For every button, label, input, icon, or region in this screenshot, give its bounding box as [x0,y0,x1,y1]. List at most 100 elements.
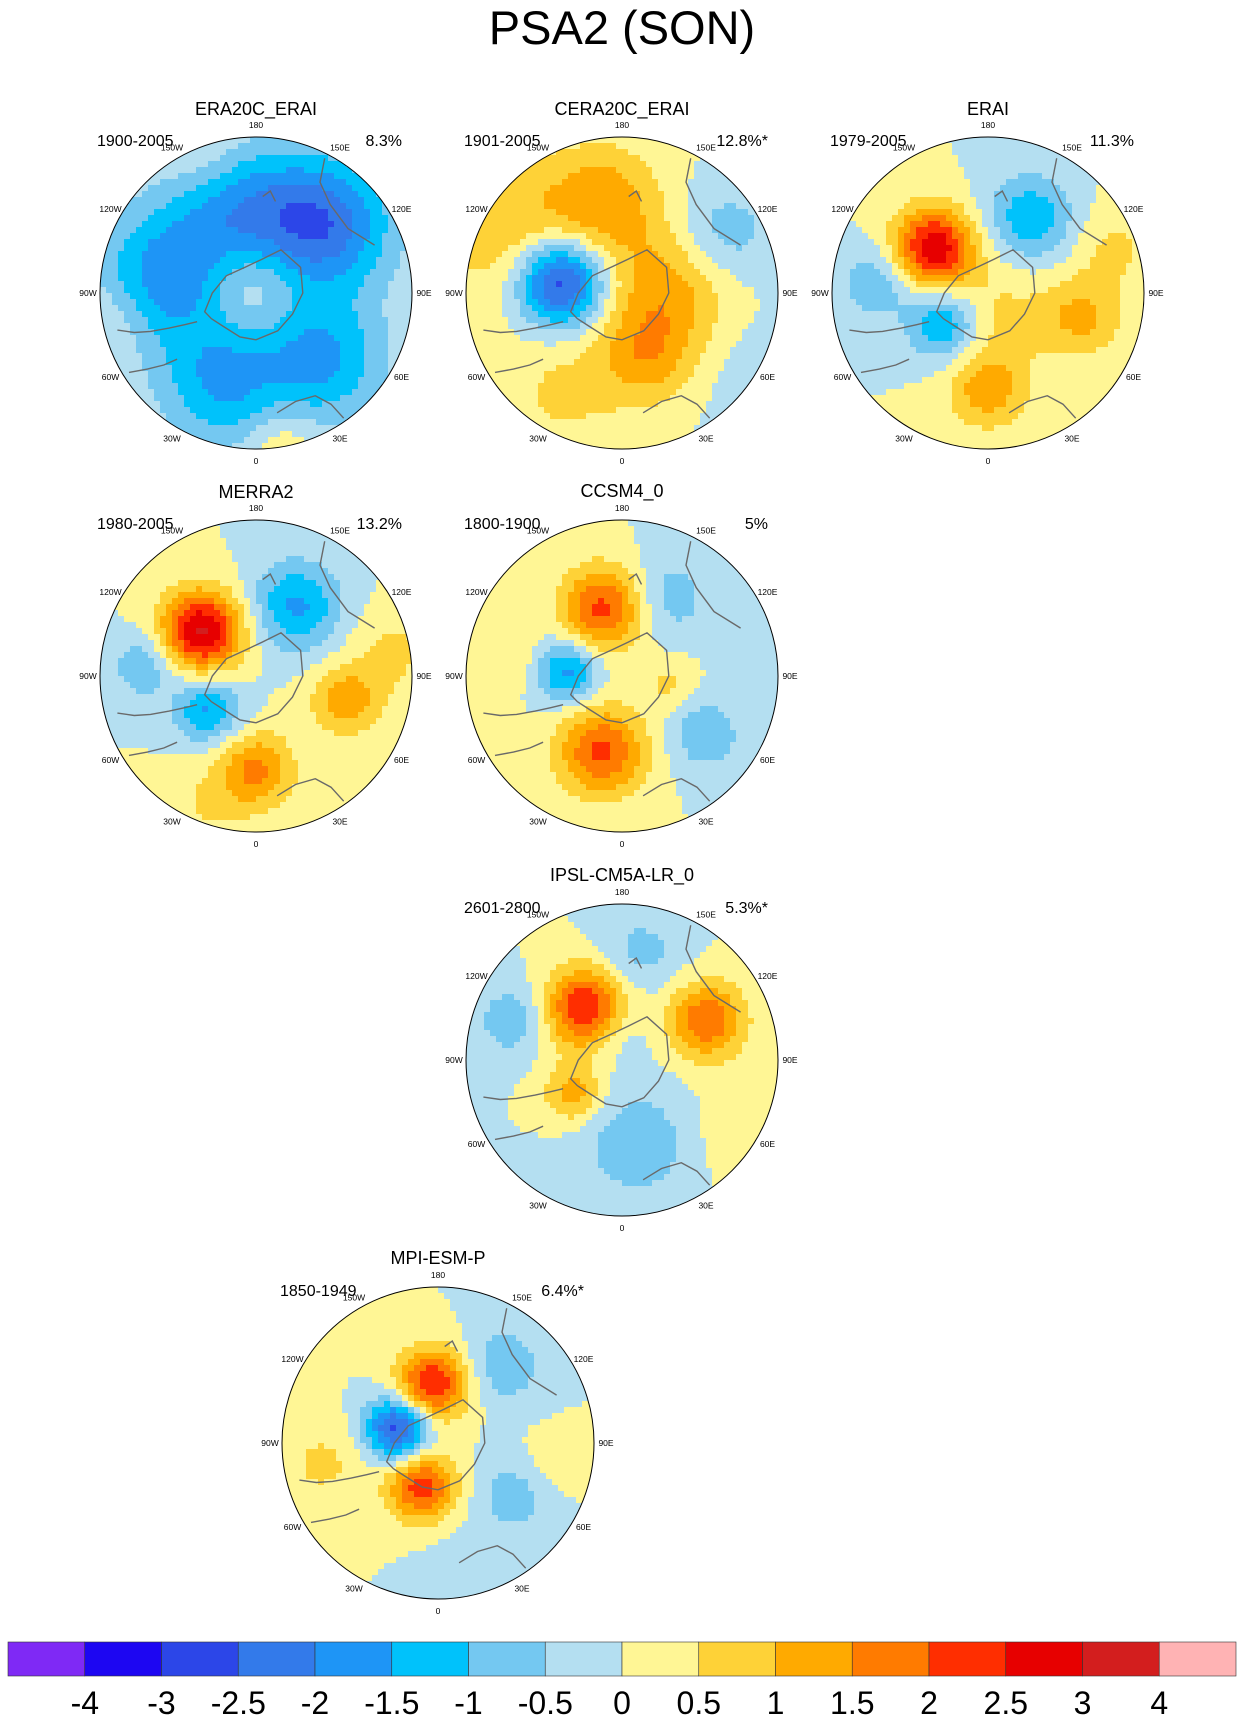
field-cell [202,287,209,294]
field-cell [706,371,713,378]
field-cell [616,233,623,240]
field-cell [868,203,875,210]
field-cell [160,203,167,210]
field-cell [388,347,395,354]
field-cell [262,281,269,288]
field-cell [1030,143,1037,150]
field-cell [1072,167,1079,174]
field-cell [640,287,647,294]
field-cell [604,329,611,336]
field-cell [310,197,317,204]
field-cell [616,239,623,246]
field-cell [370,311,377,318]
field-cell [280,287,287,294]
field-cell [550,389,557,396]
field-cell [712,221,719,228]
field-cell [298,203,305,210]
field-cell [718,275,725,282]
field-cell [898,209,905,216]
field-cell [148,353,155,360]
field-cell [490,353,497,360]
field-cell [688,323,695,330]
field-cell [508,299,515,306]
field-cell [166,395,173,402]
field-cell [106,311,113,318]
field-cell [310,335,317,342]
field-cell [640,443,647,449]
field-cell [478,323,485,330]
field-cell [190,401,197,408]
field-cell [310,317,317,324]
field-cell [634,305,641,312]
field-cell [598,203,605,210]
field-cell [580,341,587,348]
field-cell [262,431,269,438]
field-cell [382,215,389,222]
field-cell [700,359,707,366]
field-cell [628,197,635,204]
field-cell [622,407,629,414]
field-cell [952,197,959,204]
field-cell [262,275,269,282]
field-cell [712,353,719,360]
field-cell [676,191,683,198]
field-cells [100,137,412,449]
field-cell [112,245,119,252]
field-cell [196,185,203,192]
field-cell [268,353,275,360]
field-cell [598,251,605,258]
field-cell [748,329,755,336]
field-cell [616,257,623,264]
field-cell [334,191,341,198]
field-cell [742,221,749,228]
field-cell [862,185,869,192]
field-cell [586,173,593,180]
field-cell [130,305,137,312]
field-cell [322,401,329,408]
field-cell [682,191,689,198]
field-cell [622,293,629,300]
field-cell [502,389,509,396]
field-cell [958,155,965,162]
field-cell [184,281,191,288]
field-cell [364,407,371,414]
field-cell [646,383,653,390]
field-cell [760,233,767,240]
field-cell [634,395,641,402]
field-cell [724,239,731,246]
field-cell [742,347,749,354]
field-cell [100,305,107,312]
field-cell [490,329,497,336]
field-cell [352,209,359,216]
field-cell [712,245,719,252]
field-cell [202,335,209,342]
field-cell [382,317,389,324]
field-cell [898,167,905,174]
field-cell [184,257,191,264]
field-cell [532,401,539,408]
field-cell [352,299,359,306]
field-cell [598,263,605,270]
field-cell [262,179,269,186]
field-cell [496,221,503,228]
field-cell [292,257,299,264]
field-cell [142,287,149,294]
field-cell [946,179,953,186]
field-cell [286,347,293,354]
field-cell [208,425,215,432]
field-cell [250,257,257,264]
field-cell [244,161,251,168]
field-cell [328,389,335,396]
field-cell [526,413,533,420]
field-cell [550,281,557,288]
field-cell [226,323,233,330]
field-cell [346,407,353,414]
field-cell [592,365,599,372]
field-cell [658,371,665,378]
field-cell [178,317,185,324]
field-cell [532,263,539,270]
field-cell [232,365,239,372]
field-cell [514,185,521,192]
field-cell [262,263,269,270]
field-cell [520,377,527,384]
